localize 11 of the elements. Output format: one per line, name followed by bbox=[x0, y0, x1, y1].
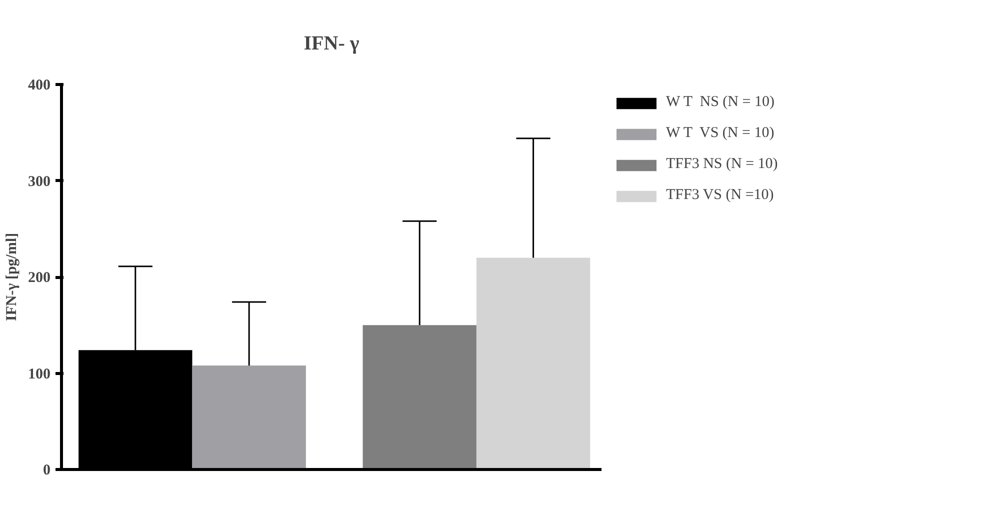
y-axis-title: IFN-γ [pg/ml] bbox=[4, 232, 20, 322]
legend-label: TFF3 NS (N = 10) bbox=[666, 156, 778, 173]
legend-label: TFF3 VS (N =10) bbox=[666, 187, 774, 204]
y-tick-label: 400 bbox=[28, 78, 50, 94]
chart-title: IFN- γ bbox=[304, 32, 360, 54]
y-tick-label: 100 bbox=[28, 366, 50, 382]
legend-label: W T VS (N = 10) bbox=[666, 125, 774, 142]
y-tick-label: 300 bbox=[28, 174, 50, 190]
y-tick-label: 0 bbox=[43, 462, 50, 478]
y-tick-label: 200 bbox=[28, 270, 50, 286]
legend-label: W T NS (N = 10) bbox=[666, 94, 774, 111]
